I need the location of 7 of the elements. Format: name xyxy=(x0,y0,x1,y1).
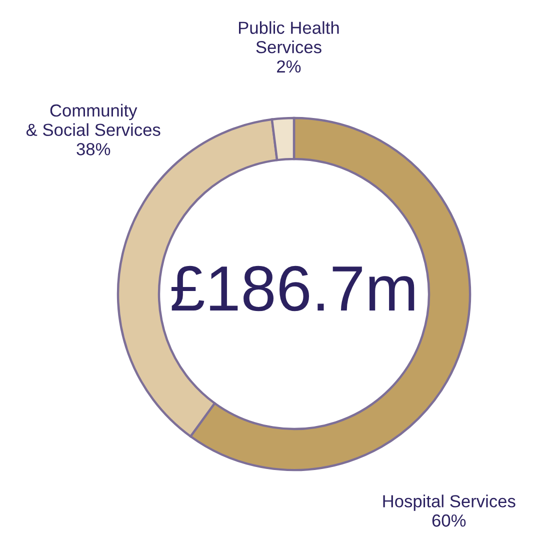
data-label: 60% xyxy=(432,514,466,527)
data-label: 2% xyxy=(277,60,301,73)
text: £186.7m xyxy=(172,266,414,312)
slice-label: Public Health Services xyxy=(239,21,339,54)
slice-label: Hospital Services xyxy=(383,494,516,511)
data-label: 38% xyxy=(76,143,110,156)
slice-label: Community & Social Services xyxy=(26,104,160,136)
